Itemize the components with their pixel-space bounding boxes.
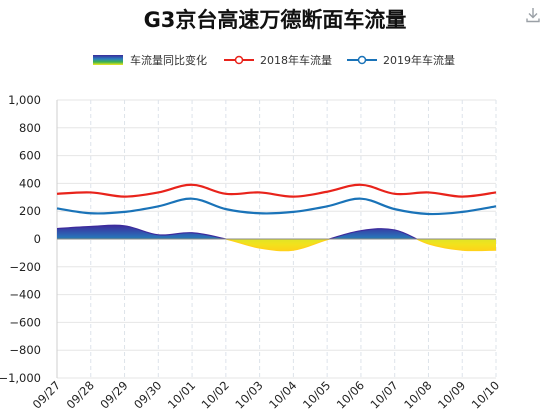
y-tick-label: 0 (34, 232, 41, 246)
y-tick-label: −1,000 (0, 371, 41, 385)
legend-marker-2019 (357, 55, 367, 65)
x-axis: 09/27 09/28 09/29 09/30 10/01 10/02 10/03 10/04… (30, 378, 502, 411)
x-tick-label: 10/03 (232, 378, 265, 411)
download-icon (526, 8, 540, 23)
change-area-positive (57, 225, 496, 239)
legend-label-2019: 2019年车流量 (383, 53, 455, 67)
y-tick-label: −200 (9, 260, 41, 274)
x-tick-label: 10/10 (469, 378, 502, 411)
legend-item-change[interactable]: 车流量同比变化 (93, 53, 207, 67)
legend-item-2018[interactable]: 2018年车流量 (224, 53, 332, 67)
change-area-negative (57, 239, 496, 251)
x-tick-label: 09/28 (64, 378, 97, 411)
y-tick-label: −800 (9, 343, 41, 357)
legend-marker-2018 (234, 55, 244, 65)
lines (56, 183, 497, 216)
download-button[interactable] (524, 6, 542, 24)
change-line-negative (223, 239, 496, 252)
x-tick-label: 09/30 (131, 378, 164, 411)
x-tick-label: 10/02 (199, 378, 232, 411)
legend-item-2019[interactable]: 2019年车流量 (347, 53, 455, 67)
change-line-positive (57, 224, 419, 239)
x-tick-label: 10/07 (367, 378, 400, 411)
y-tick-label: 800 (19, 121, 41, 135)
legend-swatch-change (93, 55, 123, 65)
y-tick-label: 1,000 (8, 93, 41, 107)
y-tick-label: −400 (9, 288, 41, 302)
change-area (57, 224, 496, 252)
y-axis: 1,000 800 600 400 200 0 −200 −400 −600 −800 −1,000 (0, 93, 41, 385)
x-tick-label: 09/29 (97, 378, 130, 411)
x-tick-label: 10/09 (435, 378, 468, 411)
chart-title: G3京台高速万德断面车流量 (144, 8, 407, 32)
series-line-2018 (56, 183, 497, 198)
x-tick-label: 10/06 (334, 378, 367, 411)
y-tick-label: 200 (19, 204, 41, 218)
series-line-2019 (56, 197, 497, 216)
legend-label-2018: 2018年车流量 (260, 53, 332, 67)
y-tick-label: −600 (9, 315, 41, 329)
x-tick-label: 10/05 (300, 378, 333, 411)
x-tick-label: 10/08 (401, 378, 434, 411)
y-tick-label: 400 (19, 176, 41, 190)
x-tick-label: 10/04 (266, 378, 299, 411)
legend: 车流量同比变化 2018年车流量 2019年车流量 (93, 53, 455, 67)
x-tick-label: 10/01 (165, 378, 198, 411)
legend-label-change: 车流量同比变化 (130, 53, 207, 67)
y-tick-label: 600 (19, 149, 41, 163)
